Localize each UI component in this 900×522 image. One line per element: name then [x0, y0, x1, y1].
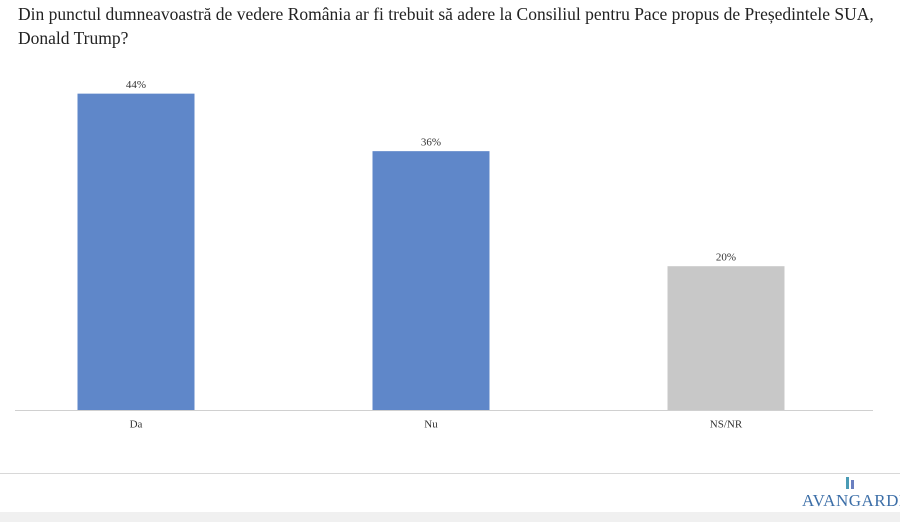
chart-title: Din punctul dumneavoastră de vedere Româ…	[18, 4, 874, 48]
data-label: 20%	[716, 252, 736, 264]
logo-text: AVANGARDE	[802, 491, 900, 510]
bar	[77, 93, 195, 410]
logo-icon	[851, 480, 854, 489]
data-label: 44%	[126, 79, 146, 91]
logo: AVANGARDE	[802, 477, 900, 510]
x-tick-label: NS/NR	[710, 419, 743, 431]
bar	[372, 151, 490, 410]
x-tick-label: Da	[130, 419, 143, 431]
bar	[667, 266, 785, 410]
x-tick-label: Nu	[424, 419, 438, 431]
title-box: Din punctul dumneavoastră de vedere Româ…	[18, 4, 874, 48]
logo-icon	[846, 477, 849, 489]
footer-strip	[0, 512, 900, 522]
data-label: 36%	[421, 137, 441, 149]
